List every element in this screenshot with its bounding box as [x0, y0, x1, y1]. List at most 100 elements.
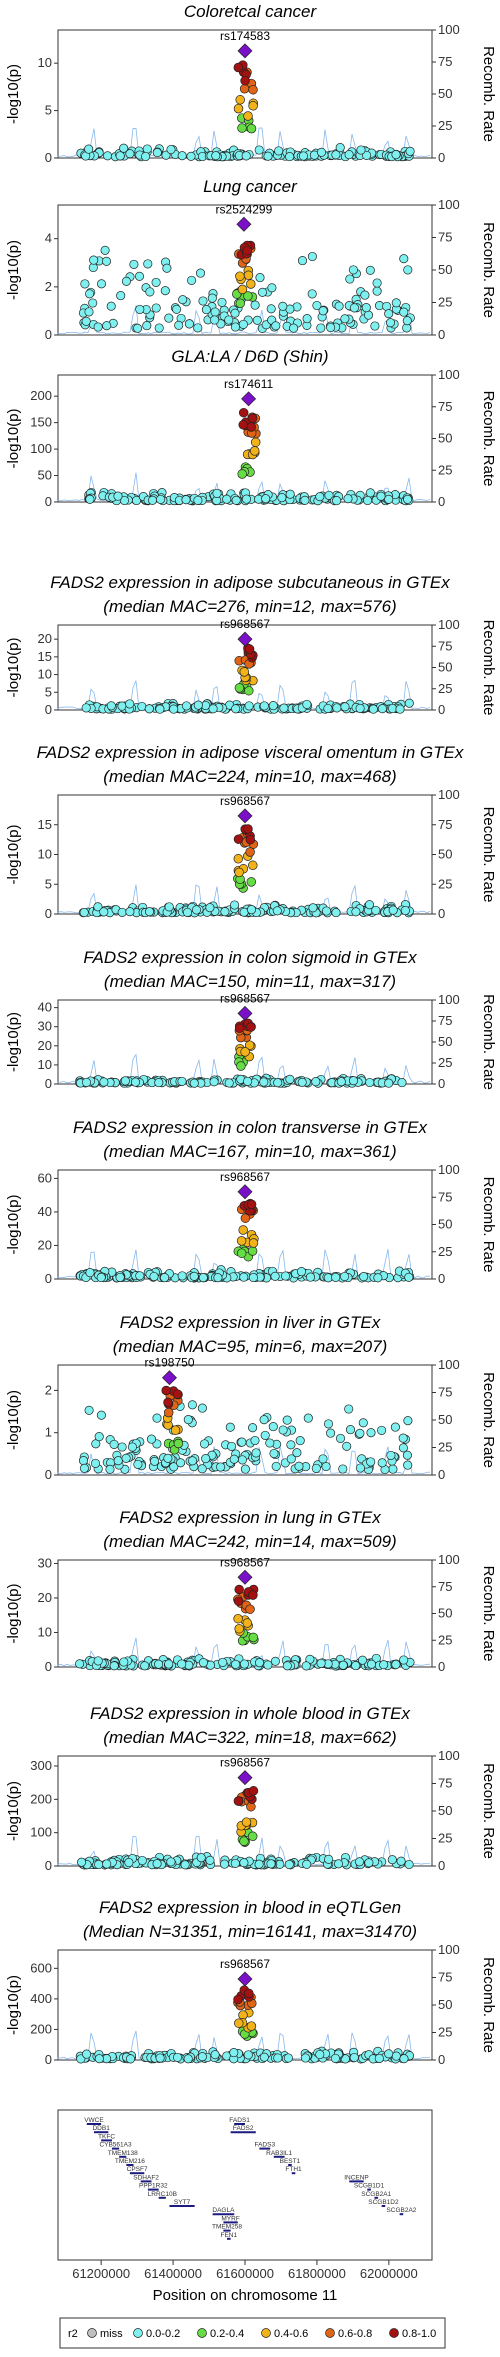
snp-point: [238, 407, 249, 418]
y-tick-label: 1: [45, 1425, 52, 1440]
snp-point: [348, 1076, 359, 1086]
y-axis-label: -log10(p): [5, 1781, 22, 1841]
snp-point: [189, 1078, 199, 1088]
snp-point: [271, 321, 281, 331]
snp-point: [233, 62, 244, 73]
gene-label: FADS1: [229, 2117, 250, 2124]
snp-point: [403, 494, 413, 504]
snp-point: [212, 488, 222, 498]
snp-point: [302, 1859, 312, 1869]
snp-point: [384, 494, 394, 504]
snp-point: [363, 310, 374, 320]
snp-point: [254, 1658, 265, 1668]
snp-point: [82, 2049, 92, 2059]
panel-title: FADS2 expression in whole blood in GTEx: [90, 1704, 411, 1723]
snp-point: [340, 314, 350, 324]
y2-tick-label: 100: [438, 1162, 460, 1177]
snp-point: [160, 1273, 170, 1283]
lead-snp-marker: [236, 216, 252, 232]
y2-axis-label: Recomb. Rate: [480, 46, 497, 142]
y2-tick-label: 25: [438, 295, 452, 310]
snp-point: [196, 1853, 206, 1863]
snp-point: [308, 903, 318, 913]
snp-point: [321, 906, 332, 916]
snp-point: [391, 2051, 401, 2061]
snp-point: [324, 1854, 334, 1864]
snp-point: [267, 283, 277, 293]
y2-tick-label: 0: [438, 150, 445, 165]
snp-point: [90, 1458, 101, 1468]
snp-point: [151, 303, 161, 313]
snp-point: [362, 150, 372, 160]
snp-point: [208, 704, 218, 714]
snp-point: [247, 1246, 258, 1256]
snp-point: [315, 492, 325, 502]
y2-tick-label: 0: [438, 1659, 445, 1674]
snp-point: [152, 1413, 162, 1423]
panel-subtitle: (median MAC=242, min=14, max=509): [103, 1532, 396, 1551]
snp-point: [125, 907, 135, 917]
snp-point: [117, 907, 127, 917]
snp-point: [207, 293, 217, 303]
snp-point: [366, 1457, 376, 1467]
y2-axis-label: Recomb. Rate: [480, 391, 497, 487]
panel-title: FADS2 expression in adipose subcutaneous…: [50, 573, 450, 592]
snp-point: [164, 1659, 174, 1669]
snp-point: [266, 304, 276, 314]
snp-point: [105, 1464, 115, 1474]
snp-point: [248, 1786, 259, 1796]
y2-tick-label: 100: [438, 992, 460, 1007]
chart-panel-10: FADS2 expression in whole blood in GTEx (…: [5, 1704, 497, 1873]
snp-point: [298, 151, 308, 161]
panel-title: FADS2 expression in blood in eQTLGen: [99, 1898, 401, 1917]
chart-panel-11: FADS2 expression in blood in eQTLGen (Med…: [5, 1898, 497, 2067]
snp-point: [79, 1463, 89, 1473]
snp-point: [284, 1859, 294, 1870]
snp-points: [75, 1198, 415, 1283]
gene-track-frame: [57, 2109, 433, 2261]
snp-point: [150, 1456, 160, 1466]
snp-point: [233, 834, 244, 844]
snp-point: [340, 1271, 350, 1282]
legend-swatch: [325, 2328, 335, 2338]
snp-point: [334, 301, 344, 311]
y-tick-label: 10: [38, 667, 52, 682]
snp-point: [391, 150, 401, 160]
snp-point: [331, 150, 341, 160]
snp-point: [247, 413, 258, 424]
snp-point: [395, 704, 405, 714]
snp-point: [332, 496, 342, 506]
panel-subtitle: (median MAC=150, min=11, max=317): [104, 972, 396, 991]
snp-point: [230, 322, 240, 332]
snp-point: [246, 877, 257, 887]
legend-label: 0.4-0.6: [274, 2328, 308, 2340]
snp-point: [274, 146, 284, 156]
snp-points: [75, 1584, 415, 1671]
chart-panel-4: FADS2 expression in adipose subcutaneous…: [5, 573, 497, 717]
snp-point: [372, 286, 382, 296]
y-tick-label: 0: [45, 1467, 52, 1482]
snp-point: [245, 847, 255, 857]
x-tick-label: 61600000: [216, 2266, 274, 2281]
snp-point: [93, 1656, 103, 1666]
snp-point: [172, 304, 182, 314]
snp-point: [316, 1658, 326, 1668]
gene-label: FEN1: [221, 2232, 238, 2239]
snp-point: [233, 1796, 244, 1806]
y-tick-label: 0: [45, 2052, 52, 2067]
snp-point: [282, 1415, 292, 1425]
snp-point: [142, 321, 152, 331]
snp-point: [246, 279, 256, 289]
snp-point: [198, 296, 208, 306]
snp-point: [239, 84, 250, 94]
y2-tick-label: 75: [438, 1013, 452, 1028]
snp-point: [361, 303, 371, 313]
panel-subtitle: (median MAC=276, min=12, max=576): [103, 597, 396, 616]
snp-point: [235, 271, 245, 281]
snp-point: [358, 1418, 368, 1428]
snp-point: [351, 1661, 361, 1671]
snp-point: [241, 494, 252, 504]
snp-point: [338, 1464, 348, 1474]
lead-snp-marker: [237, 808, 253, 824]
gene-label: FTH1: [285, 2166, 302, 2173]
